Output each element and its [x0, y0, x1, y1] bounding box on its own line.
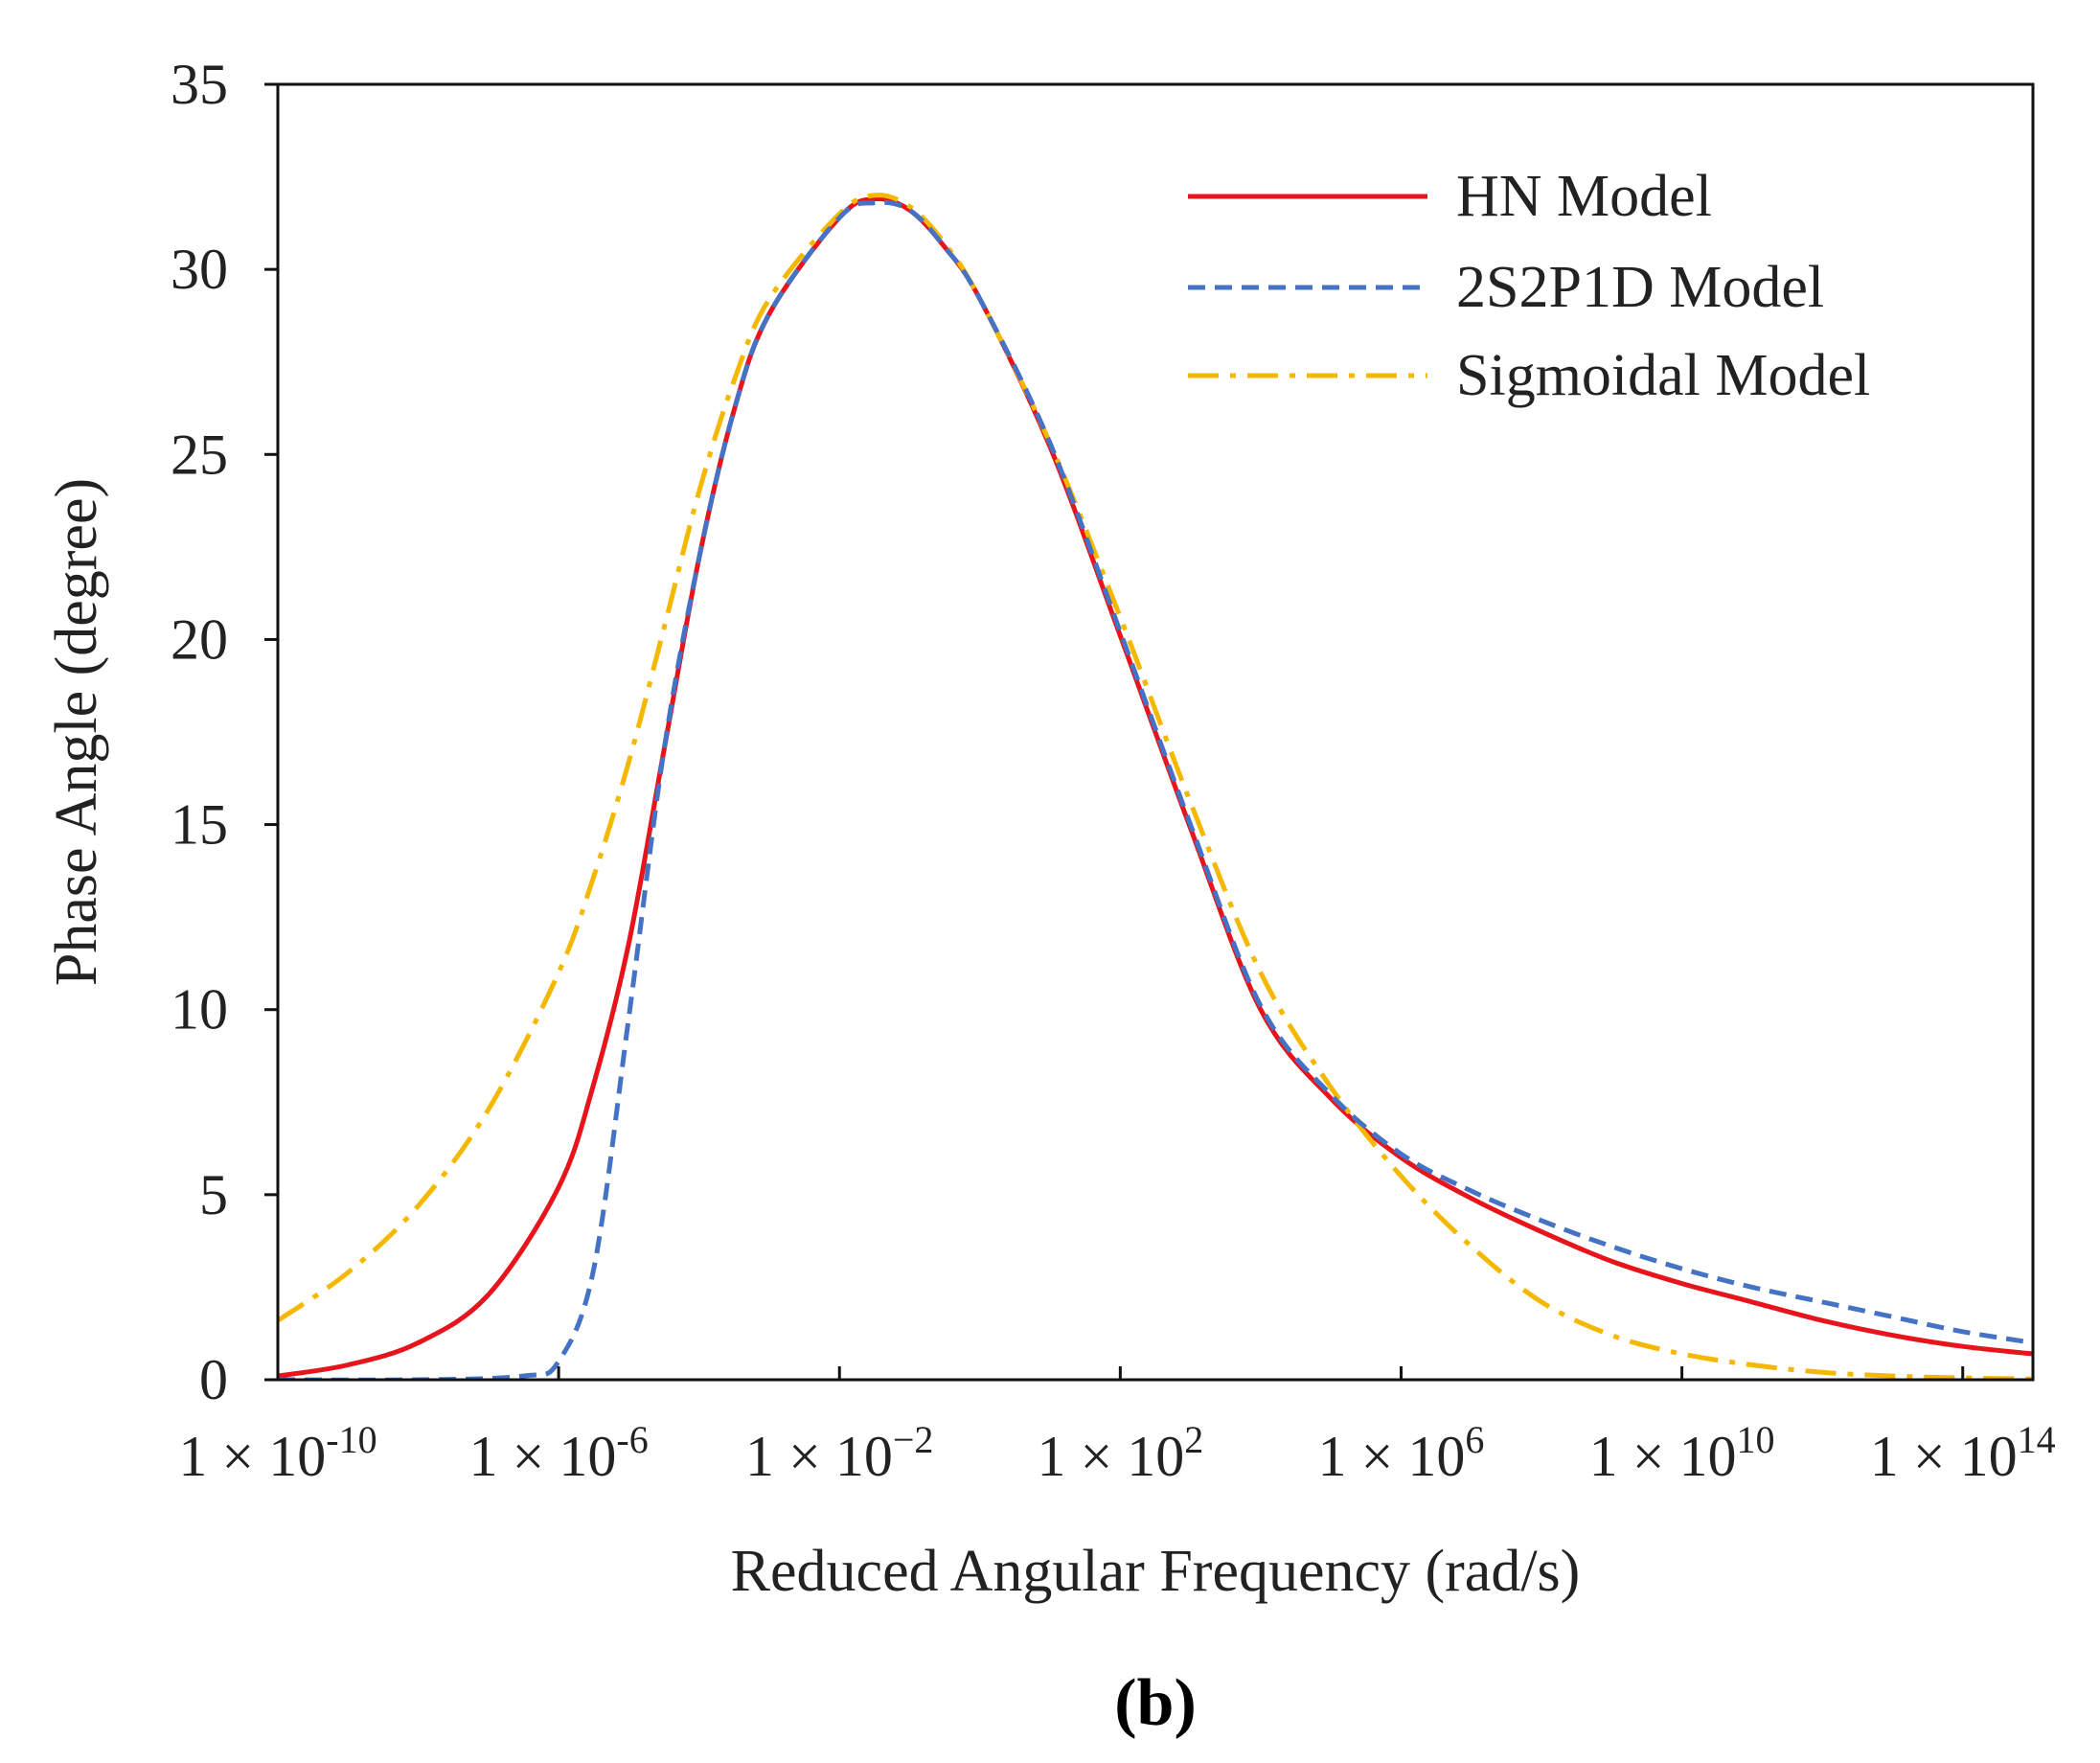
x-tick-label: 1 × 106: [1318, 1418, 1485, 1488]
axis-ticks: 0 5 10 15 20 25 30 35 1 × 10-10 1 × 10-6 1 × 10−2 1…: [171, 53, 2056, 1488]
x-tick-label: 1 × 10−2: [745, 1418, 933, 1488]
legend-label: HN Model: [1456, 164, 1712, 229]
x-tick-label: 1 × 10-10: [178, 1418, 377, 1488]
y-tick-label: 0: [199, 1348, 228, 1411]
legend: HN Model 2S2P1D Model Sigmoidal Model: [1188, 164, 1870, 408]
y-tick-label: 20: [171, 607, 228, 671]
y-tick-label: 10: [171, 978, 228, 1042]
y-tick-label: 30: [171, 238, 228, 301]
panel-label: (b): [1114, 1666, 1197, 1740]
y-tick-label: 35: [171, 53, 228, 116]
series-line-sigmoidal-model: [278, 193, 2033, 1380]
y-tick-label: 15: [171, 793, 228, 857]
y-tick-label: 5: [199, 1163, 228, 1226]
series-line-2s2p1d-model: [278, 199, 2033, 1380]
y-axis-label: Phase Angle (degree): [44, 478, 109, 986]
x-tick-label: 1 × 102: [1037, 1418, 1203, 1488]
x-tick-label: 1 × 1014: [1870, 1418, 2056, 1488]
series-group: [278, 193, 2033, 1380]
plot-frame: [276, 82, 2035, 1382]
legend-label: 2S2P1D Model: [1456, 255, 1824, 320]
x-tick-label: 1 × 1010: [1589, 1418, 1775, 1488]
x-axis-label: Reduced Angular Frequency (rad/s): [731, 1539, 1581, 1604]
legend-label: Sigmoidal Model: [1456, 343, 1870, 408]
y-tick-label: 25: [171, 423, 228, 486]
x-tick-label: 1 × 10-6: [469, 1418, 649, 1488]
